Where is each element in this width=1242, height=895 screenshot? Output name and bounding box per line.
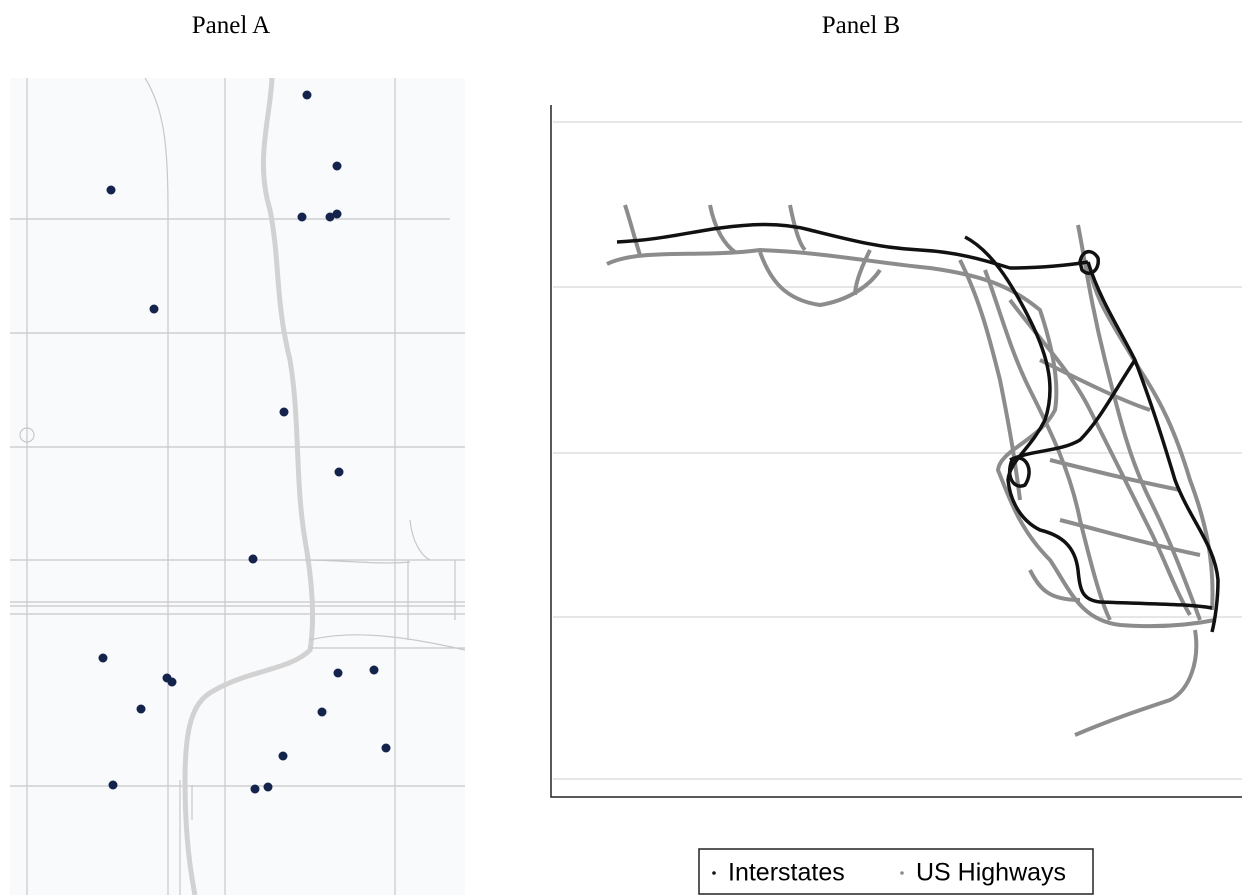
legend-marker	[712, 871, 716, 875]
legend-label: Interstates	[728, 859, 845, 887]
panel-title: Panel A	[192, 12, 270, 39]
location-dot	[136, 704, 146, 714]
location-dot	[332, 161, 342, 171]
locations	[98, 90, 391, 794]
location-dot	[263, 782, 273, 792]
location-dot	[248, 554, 258, 564]
location-dot	[278, 751, 288, 761]
highway	[182, 77, 315, 895]
grid-lines	[553, 121, 1242, 780]
location-dot	[106, 185, 116, 195]
location-dot	[108, 780, 118, 790]
location-dot	[333, 668, 343, 678]
location-dot	[98, 653, 108, 663]
axis-frame	[550, 105, 1242, 798]
map-background	[10, 78, 465, 895]
location-dot	[167, 677, 177, 687]
legend: Interstates US Highways	[698, 848, 1094, 895]
location-dot	[297, 212, 307, 222]
location-dot	[325, 212, 335, 222]
location-dot	[381, 743, 391, 753]
location-dot	[279, 407, 289, 417]
ramps	[179, 559, 466, 895]
us-highways	[606, 204, 1216, 737]
location-dot	[149, 304, 159, 314]
panel-title: Panel B	[822, 12, 900, 39]
location-dot	[334, 467, 344, 477]
location-dot	[332, 209, 342, 219]
location-dot	[302, 90, 312, 100]
panel-b-map	[550, 105, 1242, 798]
location-dot	[369, 665, 379, 675]
legend-marker	[900, 871, 904, 875]
legend-box	[698, 848, 1094, 895]
legend-label: US Highways	[916, 859, 1066, 887]
street-grid	[10, 77, 465, 895]
interstates	[616, 222, 1220, 633]
panel-a-map	[10, 77, 466, 895]
location-dot	[317, 707, 327, 717]
location-dot	[250, 784, 260, 794]
